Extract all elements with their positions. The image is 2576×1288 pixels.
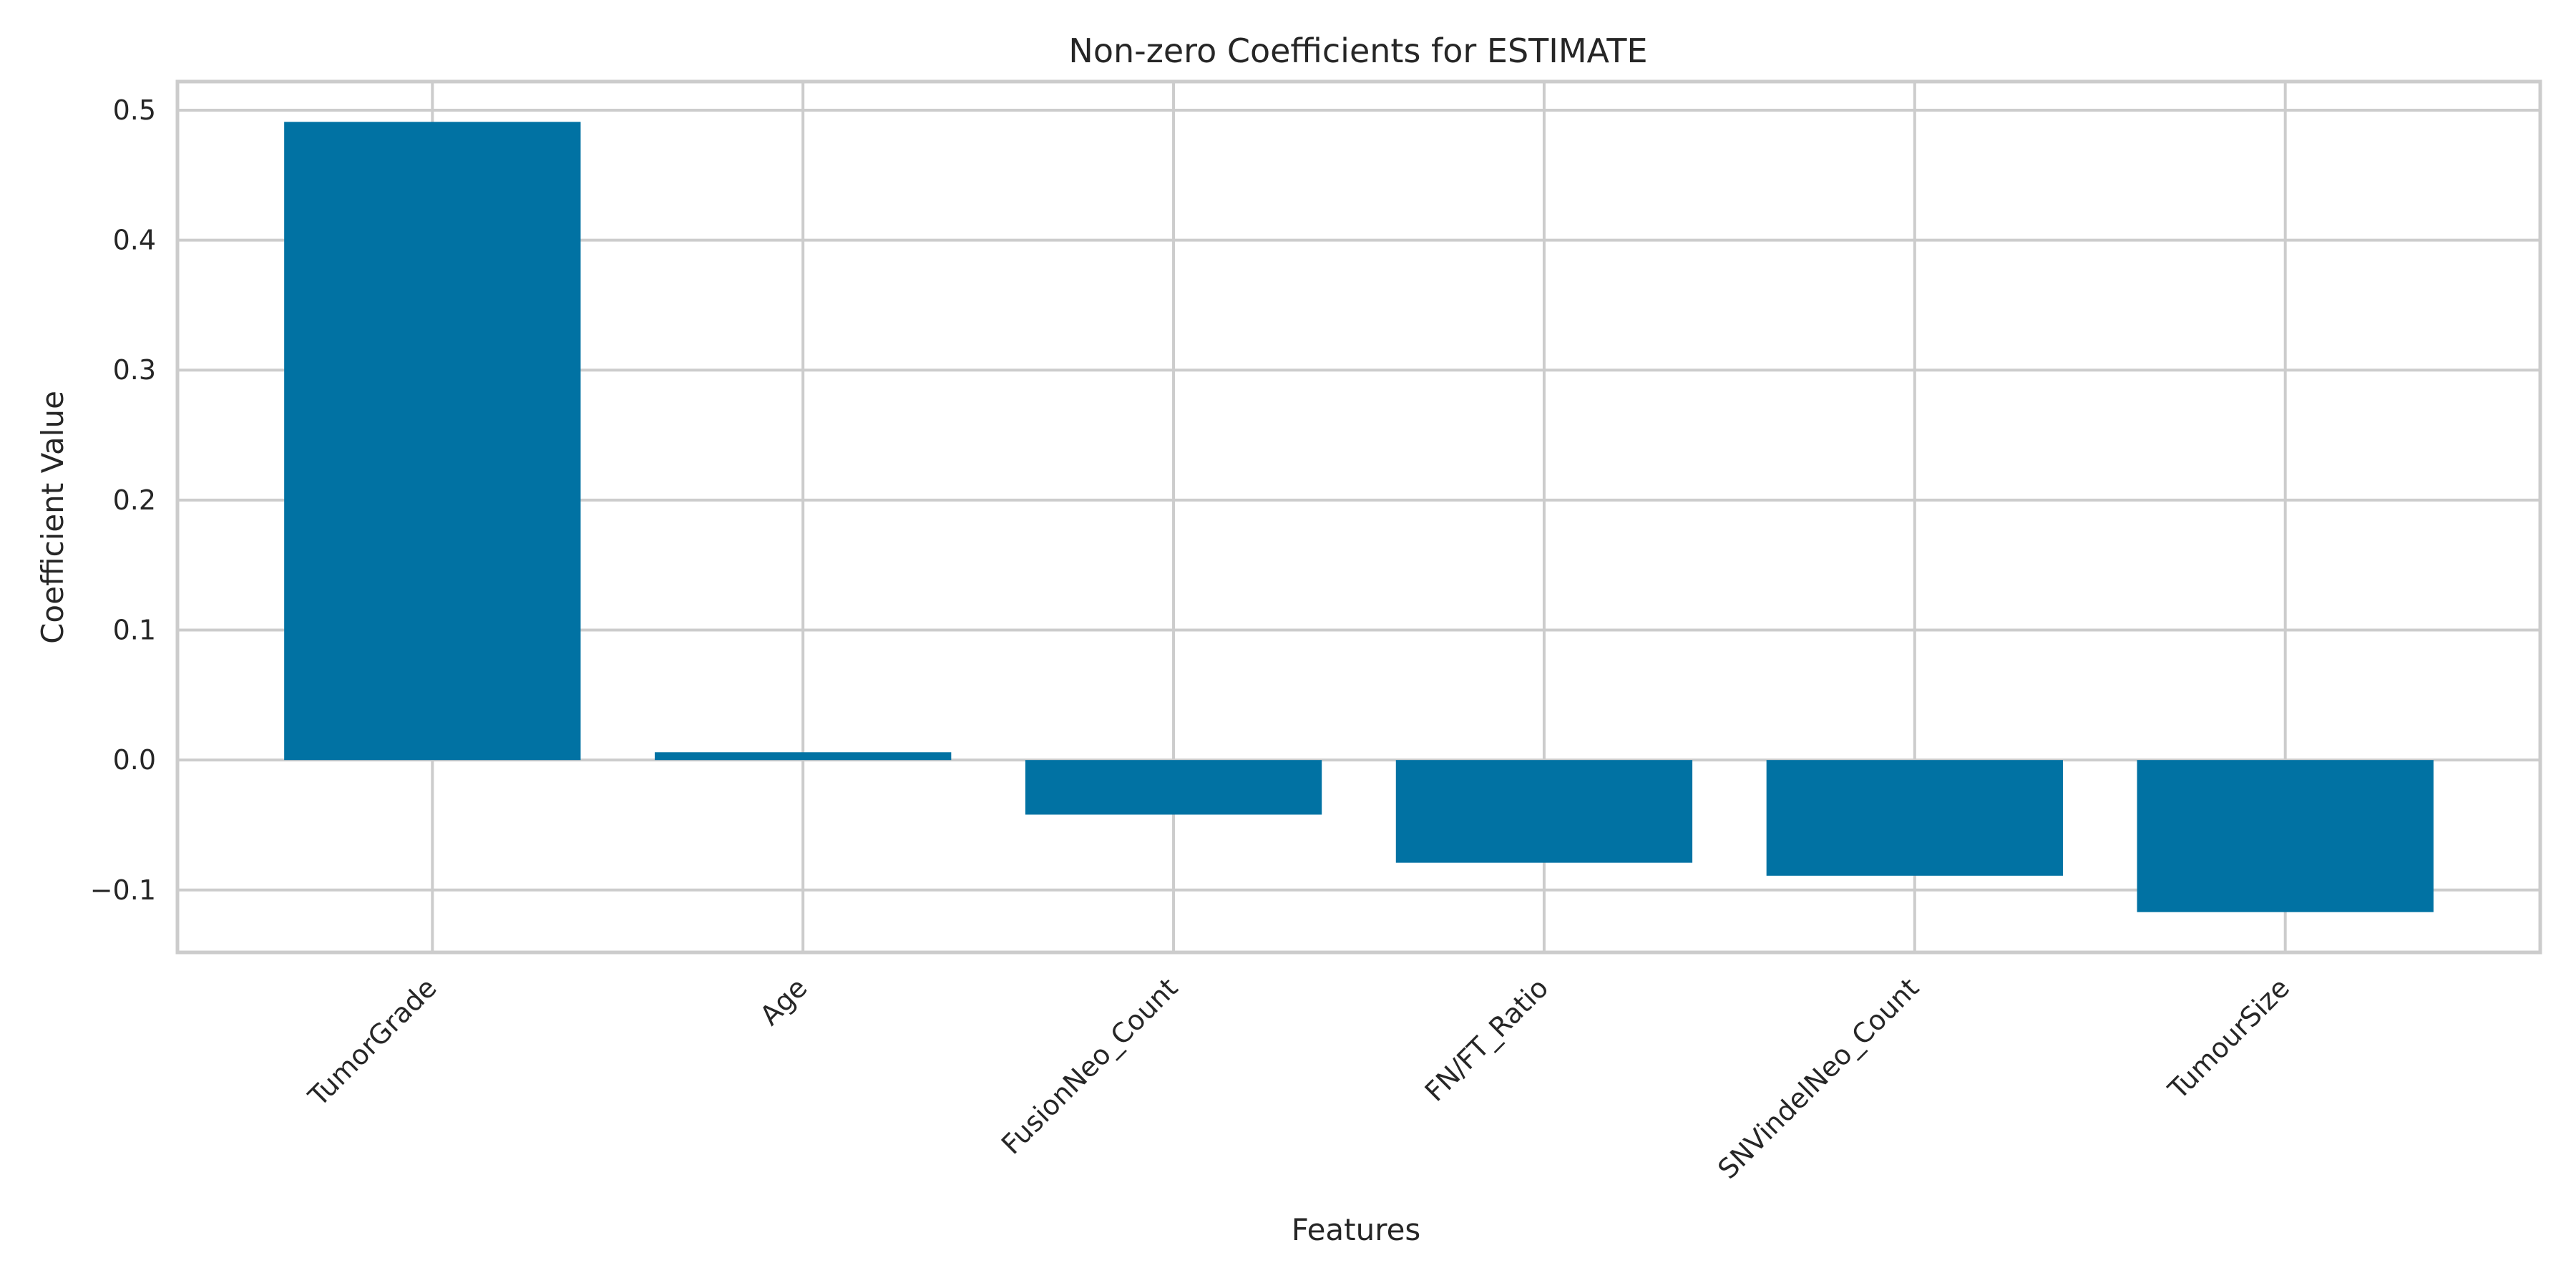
bar: [1766, 760, 2063, 876]
bar: [1025, 760, 1322, 815]
y-tick-label: −0.1: [90, 874, 156, 906]
y-tick-label: 0.1: [113, 615, 156, 646]
y-tick-label: 0.4: [113, 225, 156, 256]
x-tick-label: SNVindelNeo_Count: [1712, 972, 1925, 1185]
y-tick-label: 0.2: [113, 484, 156, 516]
x-tick-label: TumorGrade: [302, 972, 443, 1113]
bar: [2137, 760, 2434, 912]
x-axis-title: Features: [1292, 1212, 1421, 1247]
chart-title: Non-zero Coefficients for ESTIMATE: [1068, 31, 1647, 70]
x-tick-labels: TumorGrade Age FusionNeo_Count FN/FT_Ratio S…: [302, 972, 2296, 1185]
y-tick-label: 0.0: [113, 744, 156, 776]
bar: [655, 752, 952, 761]
bar: [284, 122, 581, 761]
x-tick-label: TumourSize: [2162, 972, 2296, 1106]
y-tick-labels: −0.1 0.0 0.1 0.2 0.3 0.4 0.5: [90, 94, 156, 906]
bar-layer: [284, 122, 2434, 912]
y-axis-title: Coefficient Value: [35, 391, 70, 644]
bar: [1395, 760, 1693, 863]
plot-frame: [175, 79, 2542, 955]
x-tick-label: FusionNeo_Count: [995, 972, 1184, 1160]
x-tick-label: Age: [753, 972, 813, 1031]
x-tick-label: FN/FT_Ratio: [1419, 972, 1555, 1108]
y-tick-label: 0.5: [113, 94, 156, 126]
y-tick-label: 0.3: [113, 354, 156, 386]
